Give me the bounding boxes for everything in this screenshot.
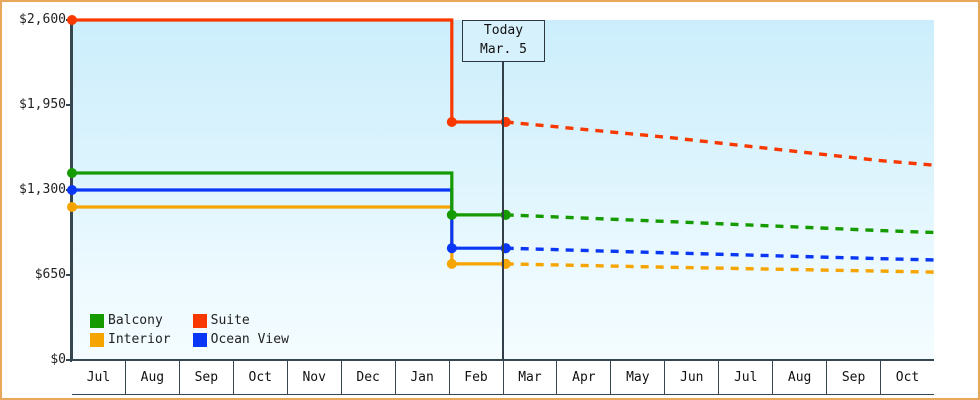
series-suite-historical-line [72, 18, 506, 124]
y-axis-tick-mark [66, 104, 73, 106]
legend-label: Suite [210, 313, 250, 328]
x-axis-month-oct-15[interactable]: Oct [880, 361, 934, 395]
series-ocean-view-forecast-line [505, 246, 935, 262]
legend-item-suite[interactable]: Suite [192, 313, 289, 328]
x-axis-month-sep-14[interactable]: Sep [826, 361, 881, 395]
today-callout-date: Mar. 5 [480, 42, 527, 57]
x-axis-month-oct-3[interactable]: Oct [232, 361, 287, 395]
x-axis-month-apr-9[interactable]: Apr [556, 361, 611, 395]
x-axis-month-may-10[interactable]: May [610, 361, 665, 395]
y-axis-tick-mark [66, 359, 73, 361]
series-interior-historical-line [72, 205, 506, 266]
today-callout-title: Today [483, 23, 524, 39]
y-axis-tick-label: $0 [50, 352, 66, 367]
legend-swatch-icon [90, 313, 104, 328]
legend-swatch-icon [90, 332, 104, 347]
x-axis-month-feb-7[interactable]: Feb [448, 361, 503, 395]
chart-legend: Balcony Suite Interior Ocean View [90, 313, 289, 347]
series-balcony-forecast-line [505, 213, 935, 235]
x-axis-month-sep-2[interactable]: Sep [178, 361, 233, 395]
legend-label: Interior [108, 332, 171, 347]
x-axis-month-jul-0[interactable]: Jul [72, 361, 125, 395]
series-interior-data-point[interactable] [67, 202, 77, 212]
x-axis-month-jun-11[interactable]: Jun [664, 361, 719, 395]
series-balcony-data-point[interactable] [67, 168, 77, 178]
series-ocean-view-data-point[interactable] [67, 185, 77, 195]
legend-swatch-icon [192, 313, 207, 328]
x-axis-month-aug-13[interactable]: Aug [772, 361, 827, 395]
y-axis-tick-label: $2,600 [19, 12, 66, 27]
x-axis-month-aug-1[interactable]: Aug [124, 361, 179, 395]
series-balcony-data-point[interactable] [446, 209, 457, 220]
series-suite-forecast-line [505, 120, 935, 167]
series-ocean-view-historical-line [72, 188, 506, 250]
series-suite-data-point[interactable] [67, 15, 77, 25]
series-interior-data-point[interactable] [446, 258, 457, 269]
x-axis-month-mar-8[interactable]: Mar [502, 361, 557, 395]
y-axis-tick-mark [66, 274, 73, 276]
y-axis-tick-label: $1,300 [19, 182, 66, 197]
x-axis-month-nov-4[interactable]: Nov [286, 361, 341, 395]
legend-swatch-icon [192, 332, 207, 347]
x-axis-month-jan-6[interactable]: Jan [394, 361, 449, 395]
x-axis-month-dec-5[interactable]: Dec [340, 361, 395, 395]
series-balcony-historical-line [72, 171, 506, 217]
y-axis-tick-label: $650 [34, 267, 66, 282]
legend-label: Ocean View [210, 332, 289, 347]
today-callout: Today Mar. 5 [462, 20, 545, 62]
today-vertical-line [502, 20, 504, 360]
y-axis-tick-label: $1,950 [19, 97, 66, 112]
legend-item-ocean-view[interactable]: Ocean View [192, 332, 289, 347]
x-axis-line [70, 359, 934, 361]
x-axis-month-labels: Jul Aug Sep Oct Nov Dec Jan Feb Mar Apr May Jun Jul A… [72, 361, 934, 395]
x-axis-month-jul-12[interactable]: Jul [718, 361, 773, 395]
legend-label: Balcony [108, 313, 163, 328]
series-ocean-view-data-point[interactable] [446, 243, 457, 254]
legend-item-balcony[interactable]: Balcony [90, 313, 171, 328]
legend-item-interior[interactable]: Interior [90, 332, 171, 347]
series-suite-data-point[interactable] [446, 117, 457, 127]
series-interior-forecast-line [505, 262, 935, 274]
